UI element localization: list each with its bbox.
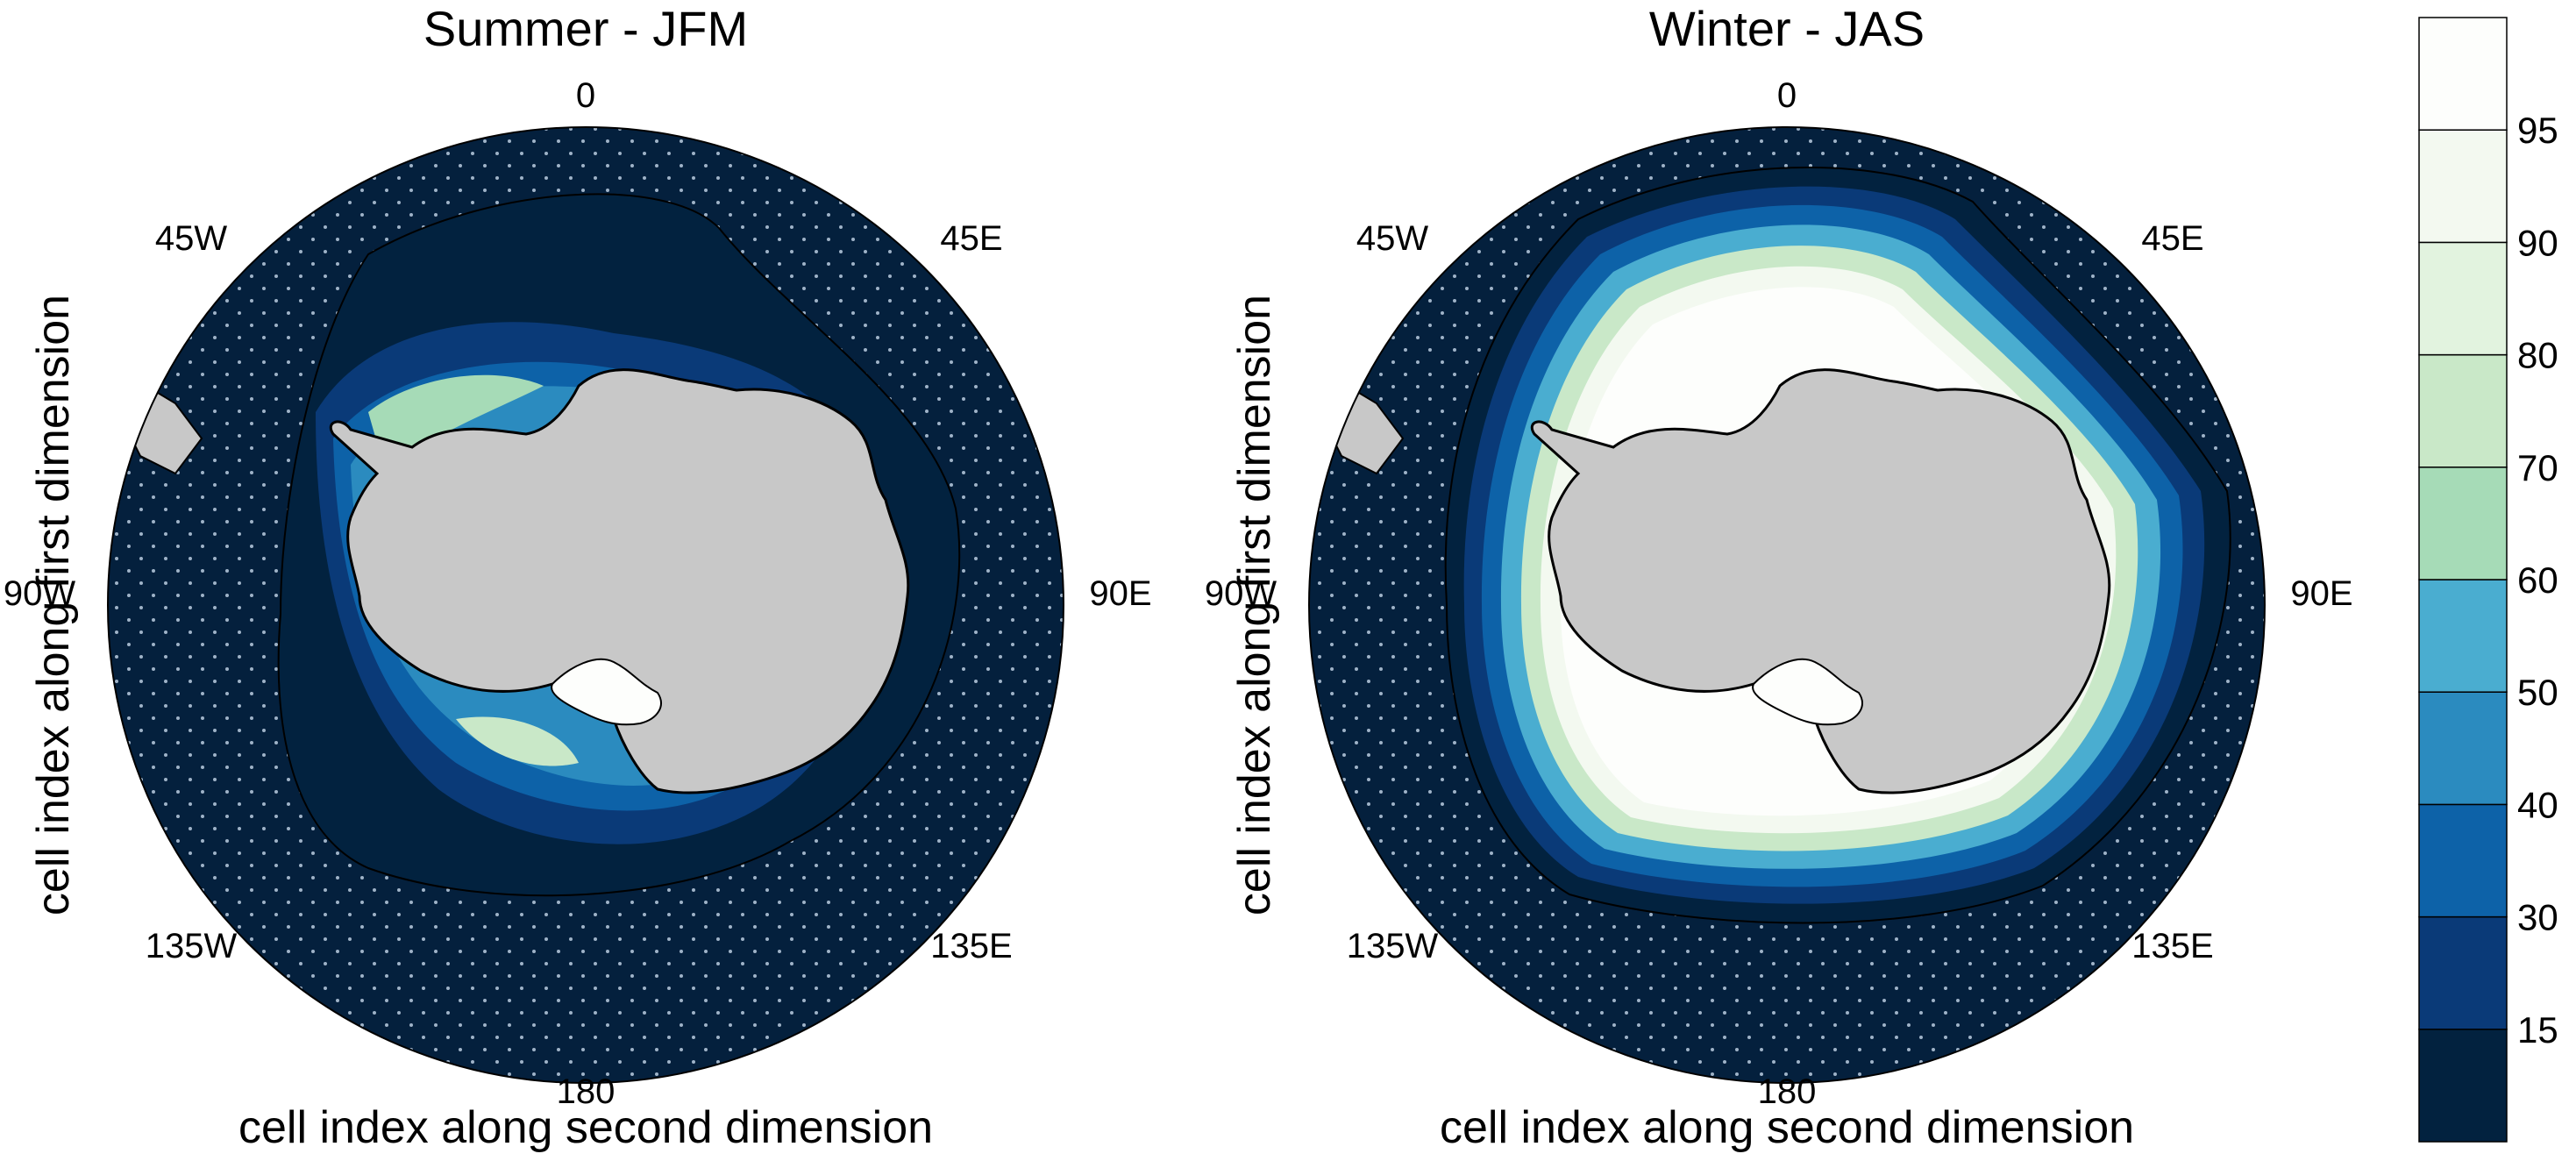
colorbar-swatch (2418, 467, 2508, 580)
colorbar-tick-label: 15 (2517, 1009, 2558, 1051)
lon-label-90e: 90E (1089, 574, 1151, 613)
colorbar-tick-label: 80 (2517, 335, 2558, 376)
panel-title: Summer - JFM (423, 1, 748, 56)
lon-label-135w: 135W (1347, 927, 1439, 965)
summer-map (108, 127, 1064, 1083)
colorbar-tick-label: 50 (2517, 672, 2558, 713)
colorbar: 15 30 40 50 60 70 80 90 95 (2418, 17, 2558, 1143)
map-boundary (107, 126, 1064, 1084)
colorbar-swatch (2418, 129, 2508, 244)
ice-band-ross (456, 716, 579, 766)
lon-label-90w: 90W (4, 574, 75, 613)
x-axis-label: cell index along second dimension (238, 1102, 933, 1153)
colorbar-swatch (2418, 17, 2508, 131)
lon-label-45e: 45E (940, 219, 1002, 258)
lon-label-180: 180 (1758, 1072, 1817, 1111)
colorbar-swatch (2418, 579, 2508, 693)
panel-title: Winter - JAS (1649, 1, 1925, 56)
colorbar-tick-label: 60 (2517, 559, 2558, 601)
x-axis-label: cell index along second dimension (1440, 1102, 2134, 1153)
lon-label-135w: 135W (146, 927, 238, 965)
y-axis-label: cell index along first dimension (1229, 295, 1280, 915)
colorbar-tick-label: 70 (2517, 447, 2558, 488)
lon-label-45w: 45W (155, 219, 227, 258)
y-axis-label: cell index along first dimension (28, 295, 79, 915)
colorbar-tick-label: 40 (2517, 784, 2558, 825)
lon-label-90e: 90E (2290, 574, 2352, 613)
colorbar-swatch (2418, 1029, 2508, 1143)
lon-label-0: 0 (1777, 76, 1797, 115)
colorbar-swatch (2418, 353, 2508, 468)
lon-label-90w: 90W (1205, 574, 1277, 613)
colorbar-tick-label: 95 (2517, 110, 2558, 151)
map-boundary (1308, 126, 2266, 1084)
lon-label-45e: 45E (2141, 219, 2203, 258)
lon-label-135e: 135E (2131, 927, 2213, 965)
colorbar-swatch (2418, 915, 2508, 1030)
panel-winter: Winter - JAS 0 45E 90E 135E 180 135W 90 (1205, 1, 2353, 1153)
winter-map (1309, 127, 2265, 1083)
colorbar-tick-label: 30 (2517, 897, 2558, 938)
colorbar-tick-label: 90 (2517, 222, 2558, 263)
panel-summer: Summer - JFM 0 45E 90E 135E 180 (4, 1, 1152, 1153)
colorbar-swatch (2418, 803, 2508, 918)
lon-label-180: 180 (557, 1072, 616, 1111)
lon-label-135e: 135E (930, 927, 1012, 965)
lon-label-0: 0 (576, 76, 595, 115)
lon-label-45w: 45W (1356, 219, 1428, 258)
colorbar-swatch (2418, 241, 2508, 356)
colorbar-swatch (2418, 691, 2508, 806)
